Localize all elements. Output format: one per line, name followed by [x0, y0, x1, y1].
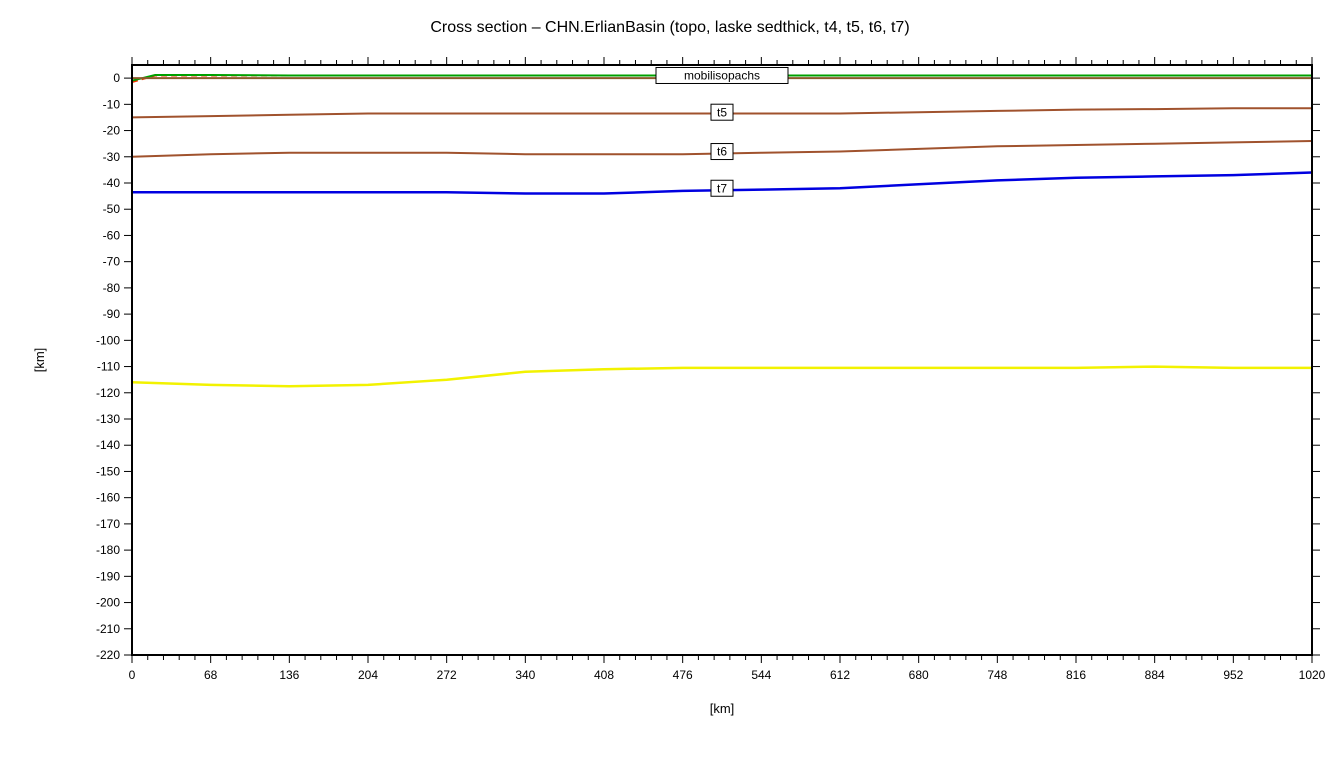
- x-tick-label: 680: [909, 668, 929, 682]
- series-label-text: t5: [717, 105, 727, 119]
- x-tick-label: 544: [751, 668, 771, 682]
- y-tick-label: -70: [103, 255, 121, 269]
- y-tick-label: -190: [96, 569, 120, 583]
- x-tick-label: 136: [279, 668, 299, 682]
- series-label-text: t7: [717, 181, 727, 195]
- x-tick-label: 204: [358, 668, 378, 682]
- y-tick-label: 0: [113, 71, 120, 85]
- y-tick-label: -120: [96, 386, 120, 400]
- x-tick-label: 476: [673, 668, 693, 682]
- y-tick-label: -20: [103, 124, 121, 138]
- x-tick-label: 952: [1223, 668, 1243, 682]
- y-tick-label: -220: [96, 648, 120, 662]
- x-tick-label: 884: [1145, 668, 1165, 682]
- y-tick-label: -210: [96, 622, 120, 636]
- cross-section-chart: Cross section – CHN.ErlianBasin (topo, l…: [0, 0, 1340, 757]
- y-tick-label: -110: [97, 360, 120, 374]
- x-tick-label: 408: [594, 668, 614, 682]
- y-tick-label: -50: [103, 202, 121, 216]
- x-tick-label: 1020: [1299, 668, 1326, 682]
- y-tick-label: -160: [96, 491, 120, 505]
- x-tick-label: 68: [204, 668, 218, 682]
- x-tick-label: 272: [437, 668, 457, 682]
- y-tick-label: -60: [103, 228, 121, 242]
- chart-container: { "chart": { "type": "line", "title": "C…: [0, 0, 1340, 757]
- y-tick-label: -130: [96, 412, 120, 426]
- y-tick-label: -140: [96, 438, 120, 452]
- x-tick-label: 748: [987, 668, 1007, 682]
- y-tick-label: -10: [103, 97, 121, 111]
- y-tick-label: -150: [96, 464, 120, 478]
- y-tick-label: -180: [96, 543, 120, 557]
- series-label-text: t6: [717, 145, 727, 159]
- y-tick-label: -30: [103, 150, 121, 164]
- x-axis-label: [km]: [710, 701, 735, 716]
- x-tick-label: 340: [515, 668, 535, 682]
- x-tick-label: 612: [830, 668, 850, 682]
- y-tick-label: -80: [103, 281, 121, 295]
- series-label-text: mobilisopachs: [684, 69, 760, 83]
- y-tick-label: -40: [103, 176, 121, 190]
- y-tick-label: -90: [103, 307, 121, 321]
- series-laske_sedthick: [132, 367, 1312, 387]
- x-tick-label: 0: [129, 668, 136, 682]
- y-axis-label: [km]: [32, 348, 47, 373]
- x-tick-label: 816: [1066, 668, 1086, 682]
- y-tick-label: -200: [96, 596, 120, 610]
- y-tick-label: -100: [96, 333, 120, 347]
- y-tick-label: -170: [96, 517, 120, 531]
- chart-title: Cross section – CHN.ErlianBasin (topo, l…: [430, 19, 909, 36]
